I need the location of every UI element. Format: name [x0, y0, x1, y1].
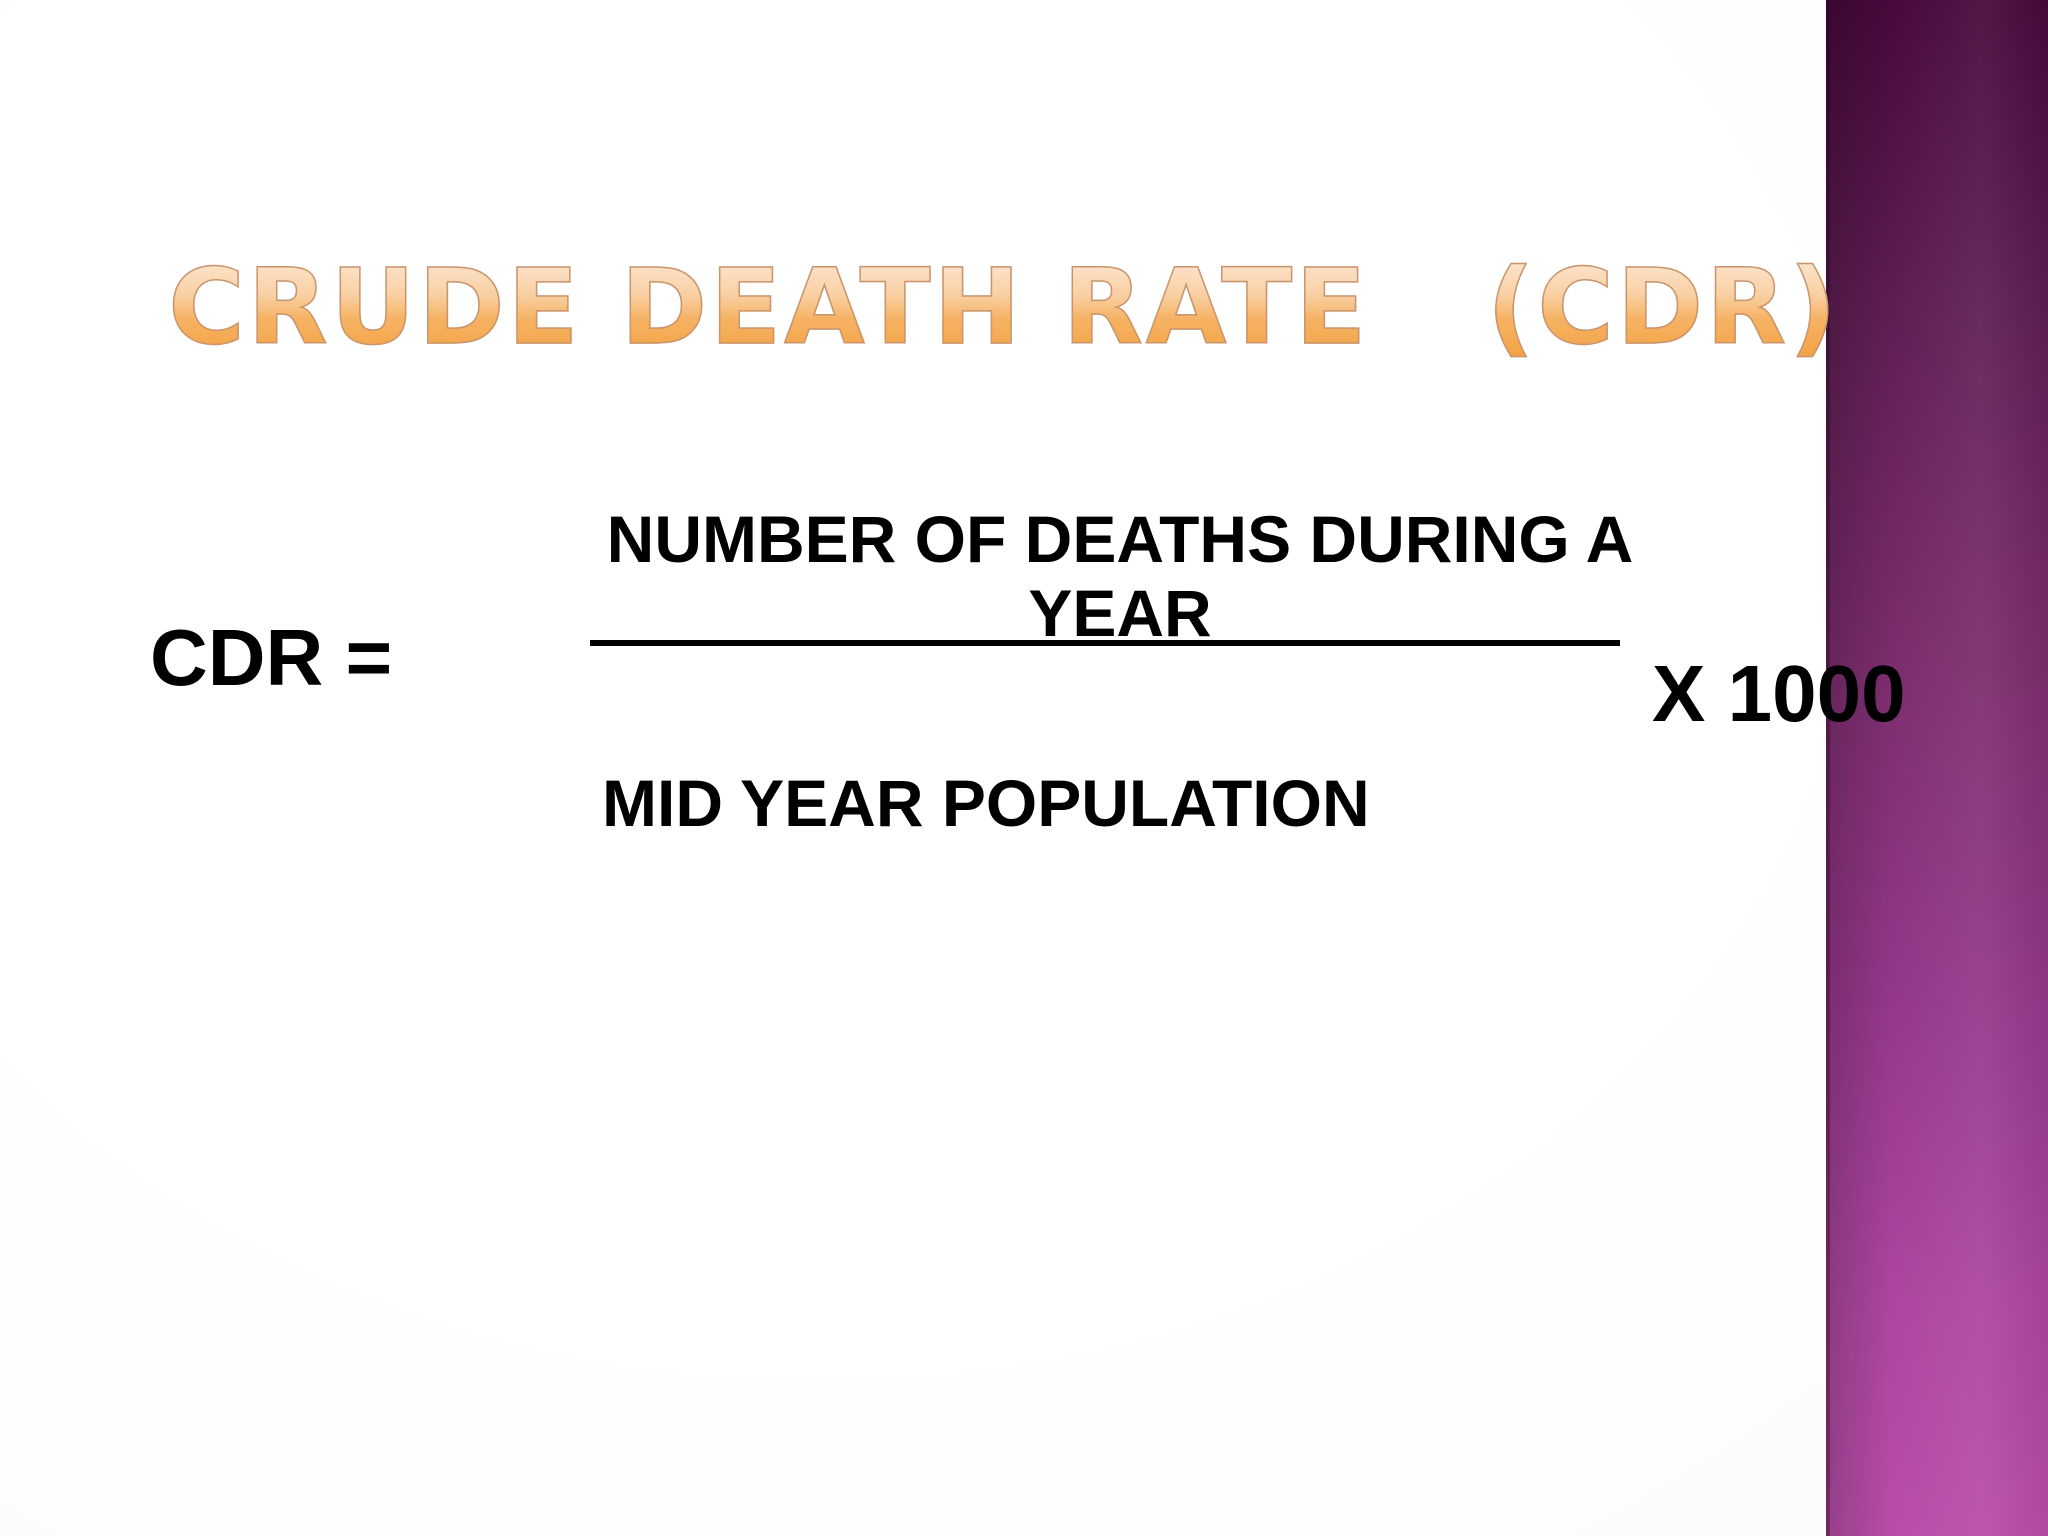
formula-multiplier: X 1000 [1652, 649, 1906, 738]
formula-numerator: NUMBER OF DEATHS DURING A YEAR [606, 502, 1634, 650]
formula-denominator: MID YEAR POPULATION [602, 766, 1370, 840]
side-bar-sheen [1826, 0, 2048, 1536]
slide-title: CRUDE DEATH RATE (CDR) [0, 254, 2008, 360]
formula-lhs: CDR = [150, 613, 393, 702]
decorative-side-bar [1826, 0, 2048, 1536]
side-bar-edge [1826, 0, 1830, 1536]
fraction-bar [590, 640, 1620, 646]
